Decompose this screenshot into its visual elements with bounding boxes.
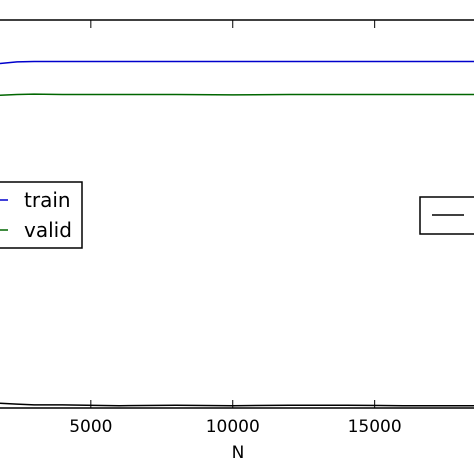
plot-frame [0,19,474,409]
legend-entry-label: train [24,188,71,212]
legend-left: train valid [0,181,83,249]
series-line-train [0,60,474,65]
x-tick-label: 5000 [69,417,112,437]
legend-entry-label: valid [24,218,72,242]
series-group [0,60,474,407]
legend-box [0,181,83,249]
x-tick-label: 15000 [348,417,402,437]
x-axis-label: N [232,443,245,463]
legend-right [419,196,474,235]
x-axis-ticks: 5000 10000 15000 [69,20,402,437]
x-tick-label: 10000 [206,417,260,437]
series-line-valid [0,93,474,97]
series-line-unlabeled-2 [0,402,474,407]
